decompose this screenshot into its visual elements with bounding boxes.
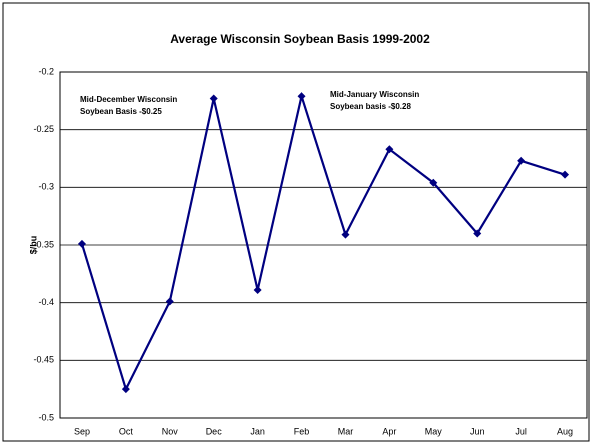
data-point: [385, 145, 394, 154]
series-line: [80, 92, 566, 393]
annotation: Mid-January Wisconsin: [330, 90, 419, 99]
y-tick-label: -0.35: [33, 239, 54, 249]
x-tick-label: Sep: [74, 426, 90, 436]
y-tick-label: -0.25: [33, 124, 54, 134]
y-tick-label: -0.45: [33, 355, 54, 365]
chart-title: Average Wisconsin Soybean Basis 1999-200…: [170, 32, 430, 46]
x-tick-label: May: [425, 426, 443, 436]
x-tick-label: Jun: [470, 426, 485, 436]
x-tick-label: Jan: [250, 426, 265, 436]
y-tick-label: -0.4: [38, 297, 54, 307]
data-point: [473, 229, 482, 238]
annotation: Mid-December Wisconsin: [80, 95, 177, 104]
x-tick-label: Jul: [515, 426, 527, 436]
data-point: [77, 239, 86, 248]
x-tick-label: Apr: [382, 426, 396, 436]
x-tick-label: Aug: [557, 426, 573, 436]
y-tick-label: -0.3: [38, 182, 54, 192]
data-point: [209, 94, 218, 103]
y-tick-label: -0.5: [38, 412, 54, 422]
data-point: [297, 92, 306, 101]
data-point: [341, 230, 350, 239]
data-point: [429, 178, 438, 187]
data-point: [561, 170, 570, 179]
data-point: [517, 156, 526, 165]
x-tick-label: Feb: [294, 426, 310, 436]
data-point: [253, 285, 262, 294]
x-tick-label: Nov: [162, 426, 179, 436]
x-tick-label: Oct: [119, 426, 134, 436]
data-point: [121, 385, 130, 394]
x-tick-label: Mar: [338, 426, 354, 436]
annotation: Soybean Basis -$0.25: [80, 107, 162, 116]
y-axis-label: $/bu: [28, 236, 38, 255]
x-tick-label: Dec: [206, 426, 223, 436]
data-point: [165, 297, 174, 306]
y-tick-label: -0.2: [38, 66, 54, 76]
annotation: Soybean basis -$0.28: [330, 102, 411, 111]
